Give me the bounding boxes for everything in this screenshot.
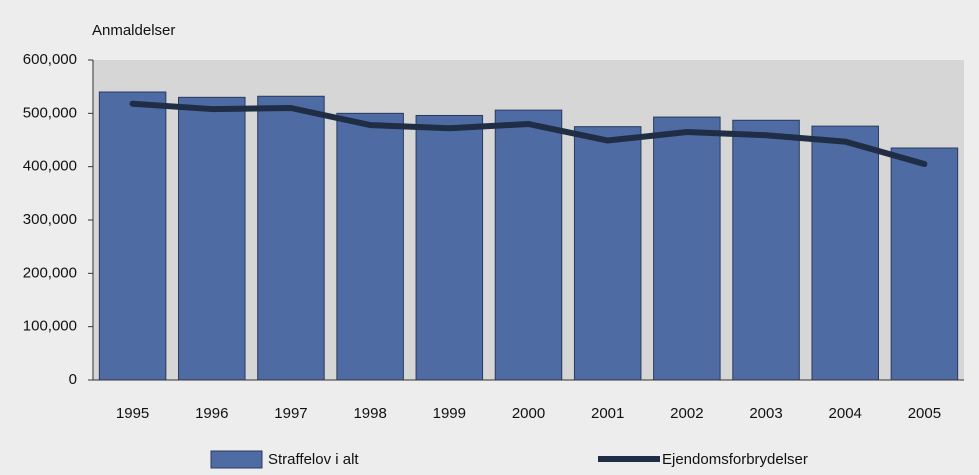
x-tick-label: 2000 bbox=[512, 405, 545, 422]
x-tick-label: 1998 bbox=[353, 405, 386, 422]
bar bbox=[178, 96, 246, 381]
x-tick-label: 2004 bbox=[829, 405, 862, 422]
bar bbox=[98, 91, 167, 381]
bar bbox=[415, 114, 484, 381]
legend-label: Ejendomsforbrydelser bbox=[662, 451, 808, 468]
legend-label: Straffelov i alt bbox=[268, 451, 359, 468]
x-tick-label: 2005 bbox=[908, 405, 941, 422]
y-tick-label: 400,000 bbox=[23, 158, 77, 175]
y-axis-label: Anmaldelser bbox=[92, 22, 175, 39]
legend-swatch bbox=[210, 450, 263, 469]
bar bbox=[494, 109, 563, 381]
x-tick-label: 2001 bbox=[591, 405, 624, 422]
bar bbox=[573, 126, 642, 381]
y-tick-label: 600,000 bbox=[23, 51, 77, 68]
y-tick-label: 500,000 bbox=[23, 104, 77, 121]
bar bbox=[653, 116, 721, 381]
x-tick-label: 1999 bbox=[433, 405, 466, 422]
x-tick-label: 1996 bbox=[195, 405, 228, 422]
bar bbox=[890, 147, 959, 381]
bar bbox=[732, 119, 800, 381]
x-tick-label: 1995 bbox=[116, 405, 149, 422]
bar bbox=[336, 112, 404, 381]
x-tick-label: 1997 bbox=[274, 405, 307, 422]
y-tick-label: 100,000 bbox=[23, 318, 77, 335]
x-tick-label: 2002 bbox=[670, 405, 703, 422]
y-tick-label: 0 bbox=[69, 371, 77, 388]
line bbox=[129, 100, 928, 167]
y-tick-label: 300,000 bbox=[23, 211, 77, 228]
bar bbox=[257, 95, 325, 381]
y-tick-label: 200,000 bbox=[23, 264, 77, 281]
bar bbox=[811, 125, 879, 381]
x-tick-label: 2003 bbox=[749, 405, 782, 422]
